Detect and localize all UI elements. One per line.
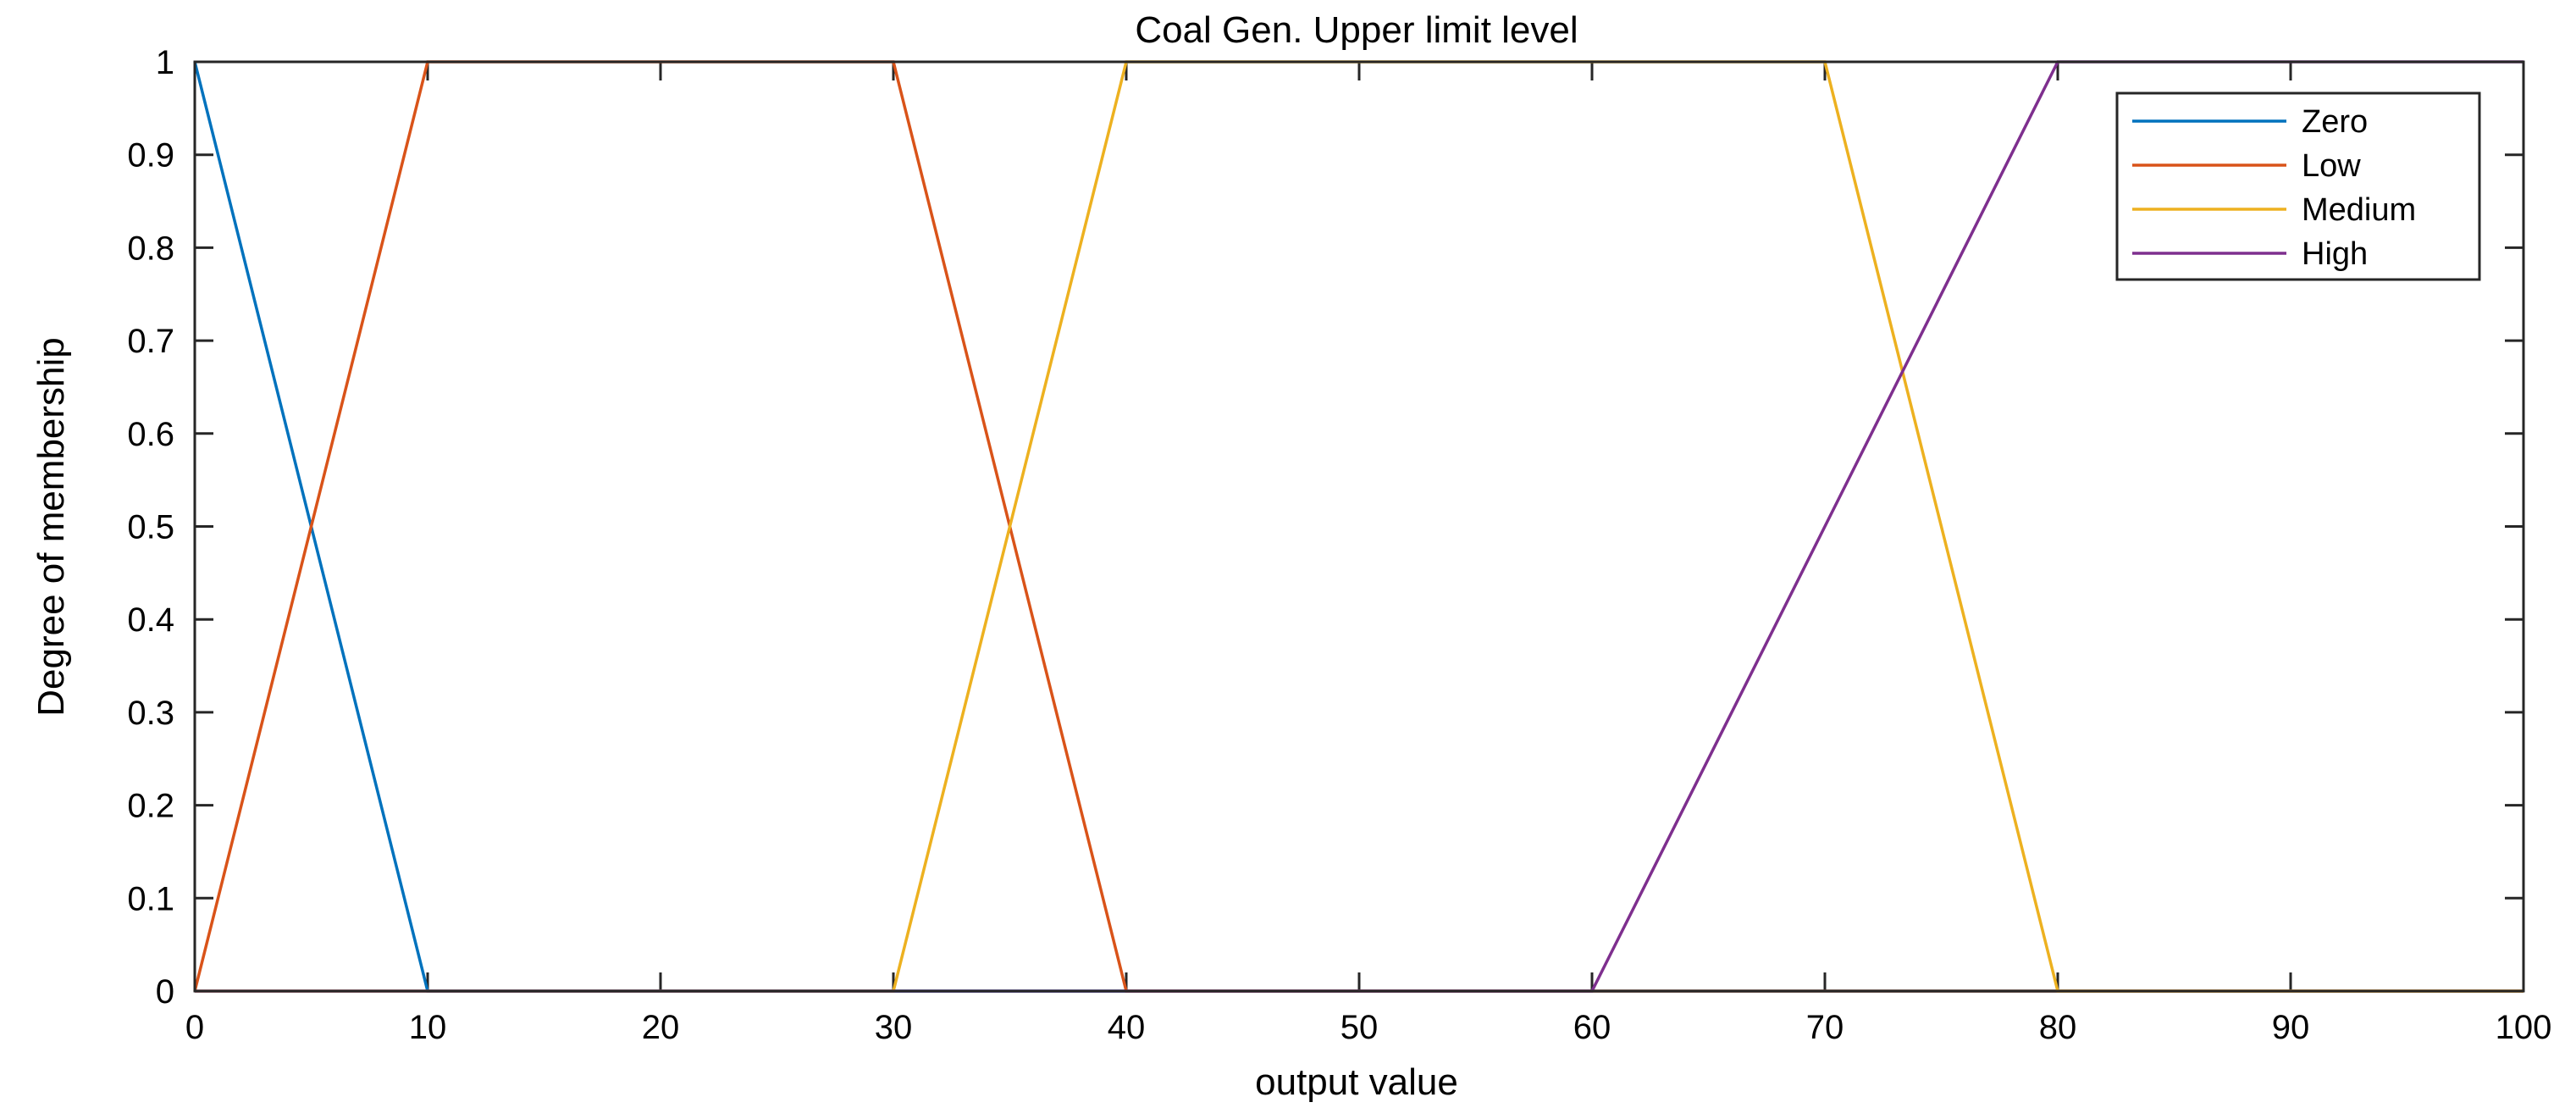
x-tick-label: 100: [2496, 1009, 2552, 1046]
legend: Zero Low Medium High: [2115, 91, 2481, 281]
chart-title: Coal Gen. Upper limit level: [1135, 9, 1578, 51]
y-tick-label: 0.8: [127, 230, 174, 267]
x-axis-label: output value: [1255, 1061, 1458, 1103]
y-tick-label: 0: [156, 973, 174, 1011]
legend-label-low: Low: [2302, 148, 2361, 184]
y-tick-label: 1: [156, 44, 174, 81]
tick-marks: [193, 60, 2525, 993]
x-tick-label: 90: [2272, 1009, 2310, 1046]
y-tick-label: 0.5: [127, 509, 174, 546]
x-tick-label: 50: [1341, 1009, 1379, 1046]
y-tick-label: 0.1: [127, 880, 174, 917]
x-tick-label: 60: [1573, 1009, 1611, 1046]
y-tick-label: 0.2: [127, 788, 174, 825]
legend-label-high: High: [2302, 236, 2368, 272]
y-tick-label: 0.3: [127, 695, 174, 732]
plot-frame: [193, 60, 2525, 993]
y-tick-label: 0.6: [127, 416, 174, 453]
x-tick-label: 40: [1108, 1009, 1146, 1046]
x-tick-label: 30: [875, 1009, 913, 1046]
legend-label-zero: Zero: [2302, 104, 2368, 140]
legend-box: [2115, 91, 2481, 281]
y-tick-labels: 0 0.1 0.2 0.3 0.4 0.5 0.6 0.7 0.8 0.9 1: [127, 44, 174, 1011]
x-tick-label: 80: [2039, 1009, 2077, 1046]
x-tick-label: 20: [642, 1009, 680, 1046]
y-tick-label: 0.9: [127, 137, 174, 174]
x-tick-labels: 0 10 20 30 40 50 60 70 80 90 100: [185, 1009, 2552, 1046]
x-tick-label: 10: [409, 1009, 447, 1046]
x-tick-label: 70: [1806, 1009, 1844, 1046]
y-tick-label: 0.4: [127, 601, 174, 639]
x-tick-label: 0: [185, 1009, 204, 1046]
y-tick-label: 0.7: [127, 323, 174, 360]
y-axis-label: Degree of membership: [30, 337, 72, 717]
legend-label-medium: Medium: [2302, 192, 2416, 228]
